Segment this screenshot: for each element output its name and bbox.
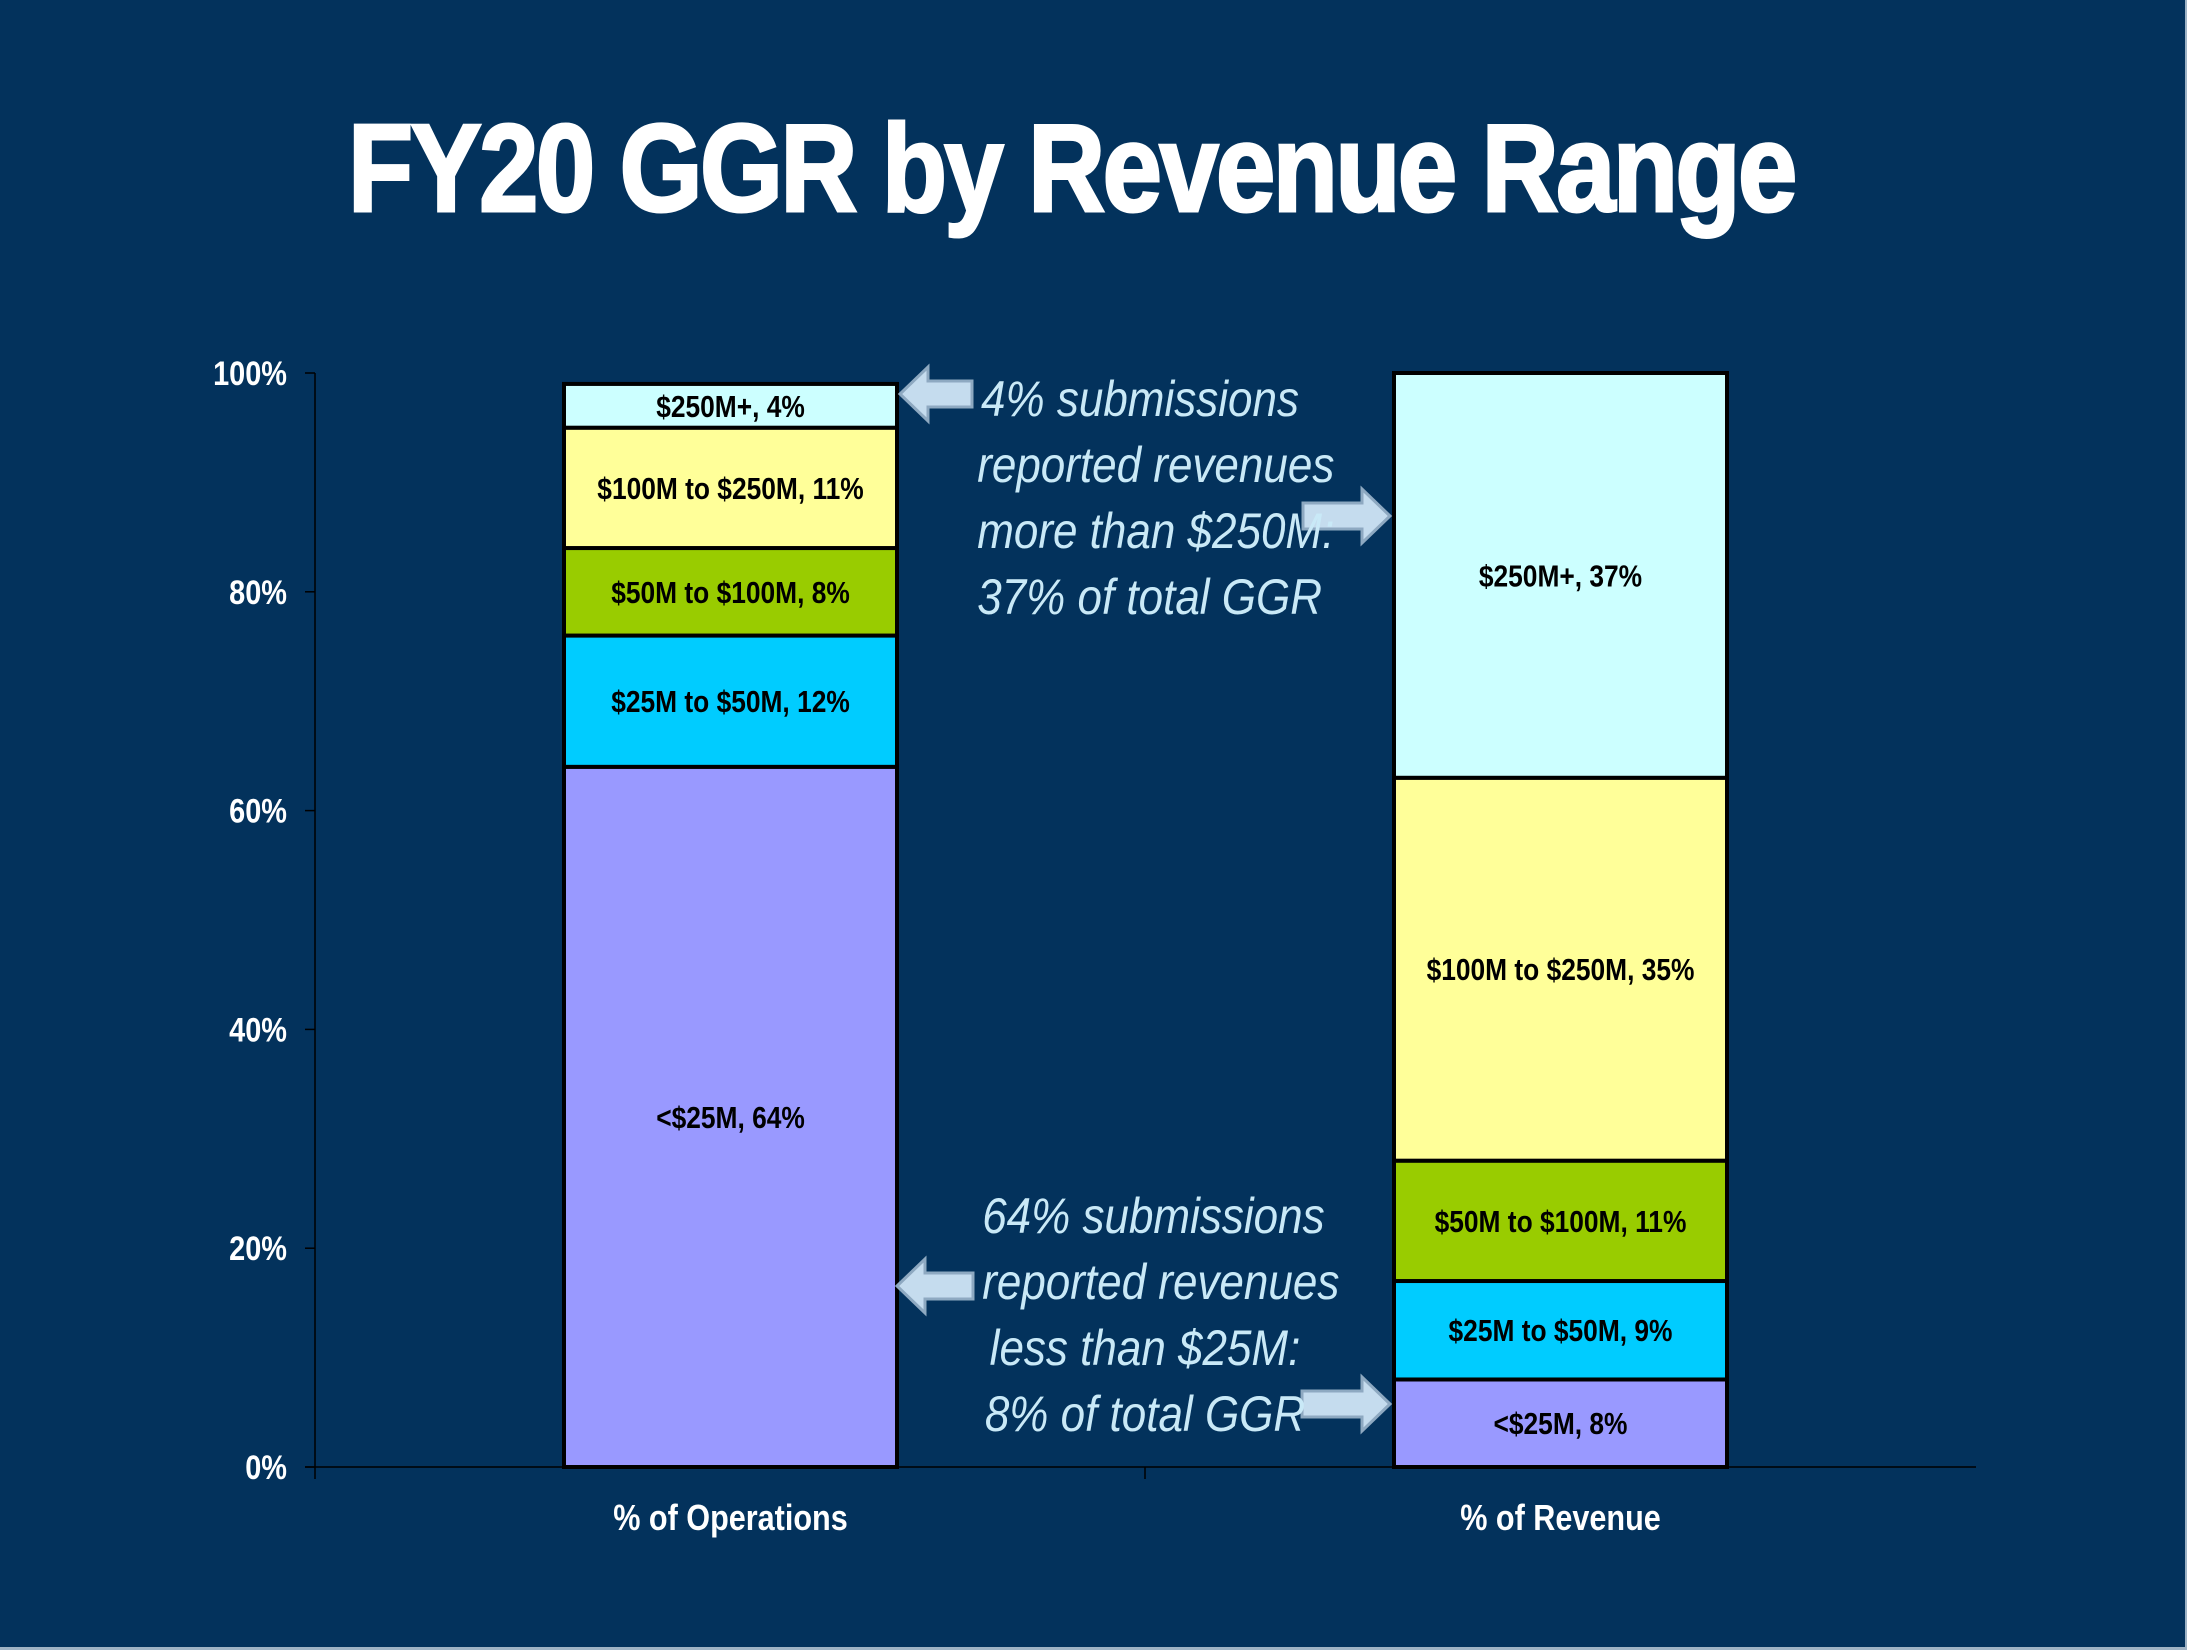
y-tick-label: 0% bbox=[245, 1448, 287, 1487]
bar-segment bbox=[1392, 1158, 1729, 1284]
bar-segment-label: $100M to $250M, 11% bbox=[597, 472, 863, 506]
y-tick-label: 80% bbox=[229, 573, 287, 612]
bar-segment-label: $50M to $100M, 11% bbox=[1435, 1205, 1687, 1239]
bar-segment-label: $25M to $50M, 9% bbox=[1449, 1314, 1673, 1348]
chart-title: FY20 GGR by Revenue Range bbox=[347, 99, 1799, 240]
bar-segment-label: $250M+, 4% bbox=[656, 390, 805, 424]
bar-segment bbox=[562, 764, 899, 1469]
bar-segment-label: $250M+, 37% bbox=[1479, 559, 1642, 593]
bar-segment bbox=[1392, 371, 1729, 780]
annotation-bottom-line: less than $25M: bbox=[989, 1320, 1301, 1376]
bar-segment-label: <$25M, 64% bbox=[656, 1101, 805, 1135]
y-tick-label: 60% bbox=[229, 791, 287, 830]
annotation-top-line: more than $250M: bbox=[977, 503, 1335, 559]
bar-segment-label: $25M to $50M, 12% bbox=[611, 685, 850, 719]
bar-segment bbox=[562, 381, 899, 430]
slide-edge-right bbox=[2185, 0, 2187, 1650]
annotation-top-line: 4% submissions bbox=[981, 371, 1299, 427]
arrow-left-icon bbox=[894, 1255, 975, 1317]
annotation-bottom-line: reported revenues bbox=[982, 1254, 1340, 1310]
bars: <$25M, 64% $25M to $50M, 12% $50M to $100M… bbox=[562, 371, 1729, 1469]
arrow-right-icon bbox=[1301, 485, 1393, 547]
y-tick-label: 100% bbox=[213, 354, 287, 393]
annotation-bottom-line: 64% submissions bbox=[982, 1188, 1325, 1244]
bar-segment bbox=[1392, 1279, 1729, 1382]
y-tick-label: 40% bbox=[229, 1010, 287, 1049]
x-category-label: % of Operations bbox=[613, 1499, 848, 1539]
annotation-bottom: 64% submissions reported revenues less t… bbox=[982, 1183, 1340, 1447]
annotation-bottom-line: 8% of total GGR bbox=[984, 1386, 1306, 1442]
arrow-right-icon bbox=[1300, 1373, 1393, 1435]
bar-segment-label: $50M to $100M, 8% bbox=[611, 576, 850, 610]
y-tick-label: 20% bbox=[229, 1229, 287, 1268]
annotation-top-line: 37% of total GGR bbox=[977, 569, 1323, 625]
slide-edge-bottom bbox=[0, 1647, 2187, 1650]
bar-segment-label: $100M to $250M, 35% bbox=[1427, 953, 1695, 987]
annotation-top-line: reported revenues bbox=[977, 437, 1335, 493]
annotation-top: 4% submissions reported revenues more th… bbox=[977, 366, 1335, 630]
bar-segment bbox=[562, 425, 899, 551]
annotation-arrows bbox=[894, 363, 1393, 1435]
bar-segment bbox=[1392, 1377, 1729, 1469]
arrow-left-icon bbox=[897, 363, 974, 425]
bar-segment bbox=[562, 633, 899, 769]
bar-segment bbox=[1392, 775, 1729, 1163]
bar-segment-label: <$25M, 8% bbox=[1494, 1407, 1628, 1441]
x-category-label: % of Revenue bbox=[1460, 1499, 1661, 1539]
